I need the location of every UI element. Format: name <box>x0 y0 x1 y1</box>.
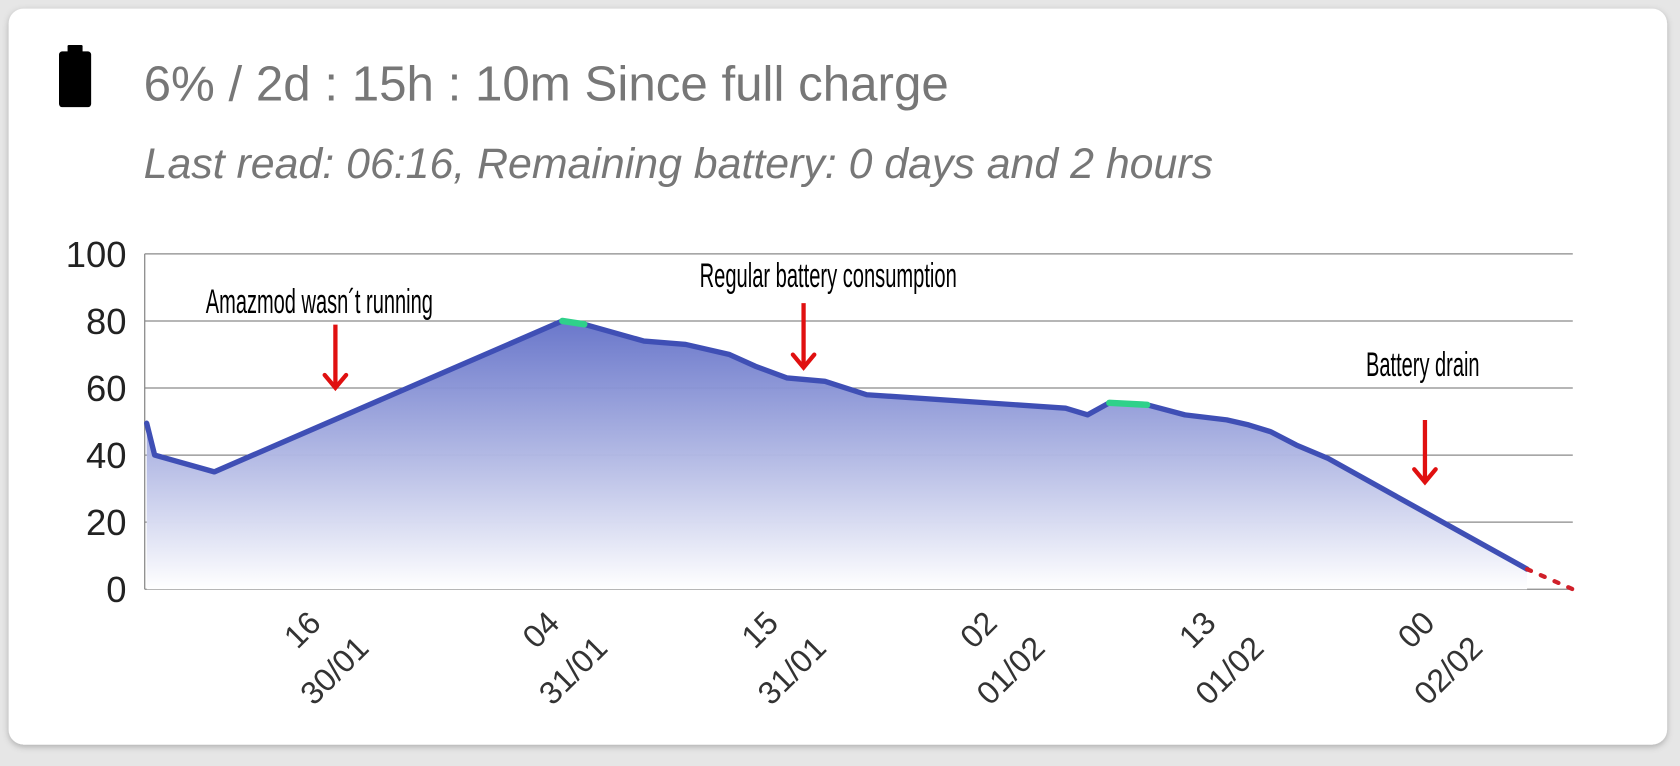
annotation: Battery drain <box>1366 346 1480 384</box>
battery-icon <box>59 44 92 108</box>
series-line <box>1106 399 1151 409</box>
annotation: Regular battery consumption <box>700 257 957 295</box>
series-line <box>559 317 588 328</box>
area-fill <box>146 320 1528 590</box>
y-tick-label: 40 <box>86 435 127 476</box>
annotation-arrowhead <box>790 352 817 371</box>
title: 6% / 2d : 15h : 10m Since full charge <box>144 57 949 112</box>
subtitle: Last read: 06:16, Remaining battery: 0 d… <box>144 140 1213 188</box>
y-tick-label: 100 <box>66 234 127 275</box>
y-tick-label: 80 <box>86 301 127 342</box>
y-tick-label: 60 <box>86 368 127 409</box>
y-tick-label: 0 <box>106 569 126 610</box>
y-tick-label: 20 <box>86 502 127 543</box>
annotation: Amazmod wasn´t running <box>206 283 433 321</box>
annotation-arrowhead <box>322 372 349 392</box>
annotation-arrowhead <box>1412 467 1438 486</box>
